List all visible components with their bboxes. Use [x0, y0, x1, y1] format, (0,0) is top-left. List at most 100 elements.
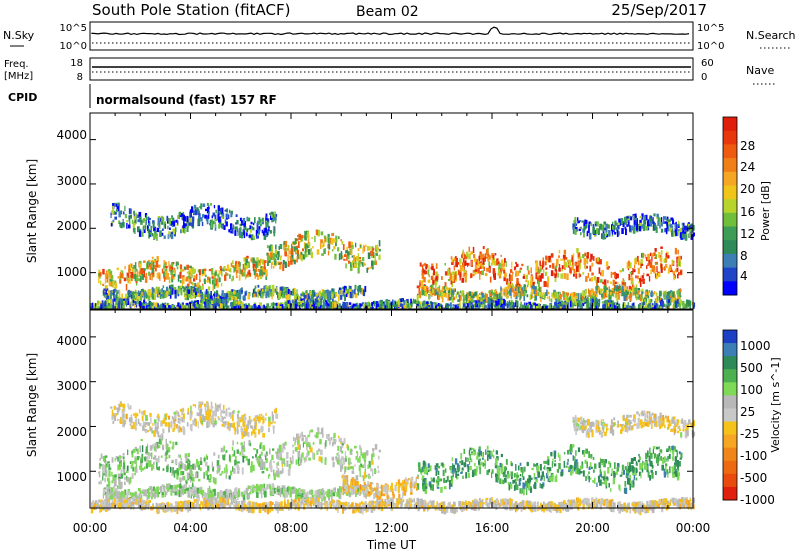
heatmap-cell: [136, 293, 139, 301]
heatmap-cell: [357, 261, 361, 267]
heatmap-cell: [128, 417, 132, 423]
heatmap-cell: [404, 299, 407, 304]
heatmap-cell: [681, 418, 684, 423]
heatmap-cell: [143, 410, 146, 416]
heatmap-cell: [112, 304, 115, 311]
heatmap-cell: [623, 302, 626, 308]
heatmap-cell: [334, 301, 337, 308]
heatmap-cell: [659, 412, 662, 419]
heatmap-cell: [293, 287, 296, 295]
heatmap-cell: [485, 248, 489, 256]
heatmap-cell: [138, 409, 141, 414]
heatmap-cell: [591, 293, 594, 299]
heatmap-cell: [542, 257, 544, 262]
heatmap-cell: [455, 293, 458, 299]
heatmap-cell: [514, 294, 516, 299]
heatmap-cell: [573, 425, 575, 429]
heatmap-cell: [244, 291, 247, 296]
heatmap-cell: [456, 291, 459, 295]
freq-panel: Freq. [MHz] 18 8 60 0 Nave: [4, 57, 775, 85]
heatmap-cell: [152, 260, 156, 263]
heatmap-cell: [470, 291, 473, 296]
heatmap-cell: [143, 270, 145, 278]
heatmap-cell: [639, 280, 642, 287]
heatmap-cell: [614, 302, 617, 306]
heatmap-cell: [485, 293, 488, 298]
heatmap-cell: [243, 231, 246, 239]
heatmap-cell: [475, 303, 477, 306]
heatmap-cell: [316, 299, 319, 303]
heatmap-cell: [616, 302, 619, 305]
heatmap-cell: [674, 421, 676, 425]
heatmap-cell: [560, 273, 564, 279]
heatmap-cell: [635, 284, 638, 290]
heatmap-cell: [537, 288, 540, 292]
heatmap-cell: [151, 302, 154, 309]
heatmap-cell: [225, 304, 228, 311]
heatmap-cell: [628, 285, 631, 292]
heatmap-cell: [470, 303, 472, 307]
heatmap-cell: [177, 262, 179, 266]
heatmap-cell: [663, 216, 665, 221]
heatmap-cell: [186, 264, 189, 270]
heatmap-cell: [565, 294, 567, 301]
heatmap-cell: [537, 292, 540, 297]
heatmap-cell: [161, 215, 163, 222]
heatmap-cell: [527, 280, 530, 286]
heatmap-cell: [236, 300, 239, 305]
heatmap-cell: [504, 289, 507, 297]
heatmap-cell: [676, 256, 679, 263]
heatmap-cell: [454, 256, 457, 259]
heatmap-cell: [190, 294, 193, 300]
heatmap-cell: [574, 217, 577, 223]
heatmap-cell: [430, 275, 434, 280]
heatmap-cell: [641, 263, 644, 266]
heatmap-cell: [258, 229, 260, 235]
heatmap-cell: [658, 421, 661, 427]
heatmap-cell: [679, 299, 681, 303]
heatmap-cell: [419, 290, 423, 296]
heatmap-cell: [608, 289, 611, 296]
heatmap-cell: [323, 290, 326, 293]
heatmap-cell: [444, 271, 448, 276]
heatmap-cell: [432, 289, 435, 294]
heatmap-cell: [247, 420, 250, 426]
heatmap-cell: [689, 228, 692, 232]
heatmap-cell: [348, 241, 351, 248]
heatmap-cell: [648, 275, 651, 282]
heatmap-cell: [469, 252, 472, 255]
heatmap-cell: [189, 414, 192, 419]
heatmap-cell: [223, 225, 226, 230]
heatmap-cell: [193, 268, 196, 273]
heatmap-cell: [268, 306, 271, 310]
heatmap-cell: [419, 286, 422, 289]
heatmap-cell: [412, 298, 415, 302]
heatmap-cell: [181, 408, 183, 416]
heatmap-cell: [639, 262, 642, 269]
heatmap-cell: [362, 247, 364, 254]
heatmap-cell: [615, 303, 617, 310]
heatmap-cell: [256, 274, 259, 280]
heatmap-cell: [667, 255, 670, 259]
heatmap-cell: [540, 295, 542, 303]
heatmap-cell: [141, 231, 144, 237]
heatmap-cell: [660, 217, 663, 223]
heatmap-cell: [238, 274, 241, 281]
heatmap-cell: [447, 305, 449, 311]
heatmap-cell: [134, 262, 137, 270]
heatmap-cell: [506, 286, 509, 290]
heatmap-cell: [614, 220, 617, 226]
heatmap-cell: [505, 303, 508, 306]
heatmap-cell: [442, 285, 444, 291]
heatmap-cell: [462, 262, 465, 268]
heatmap-cell: [686, 429, 689, 437]
heatmap-cell: [149, 426, 151, 431]
heatmap-cell: [278, 290, 282, 293]
heatmap-cell: [153, 294, 156, 300]
heatmap-cell: [649, 261, 653, 268]
heatmap-cell: [241, 232, 243, 239]
heatmap-cell: [602, 230, 605, 234]
heatmap-cell: [663, 219, 665, 224]
heatmap-cell: [116, 267, 119, 271]
heatmap-cell: [173, 416, 175, 423]
